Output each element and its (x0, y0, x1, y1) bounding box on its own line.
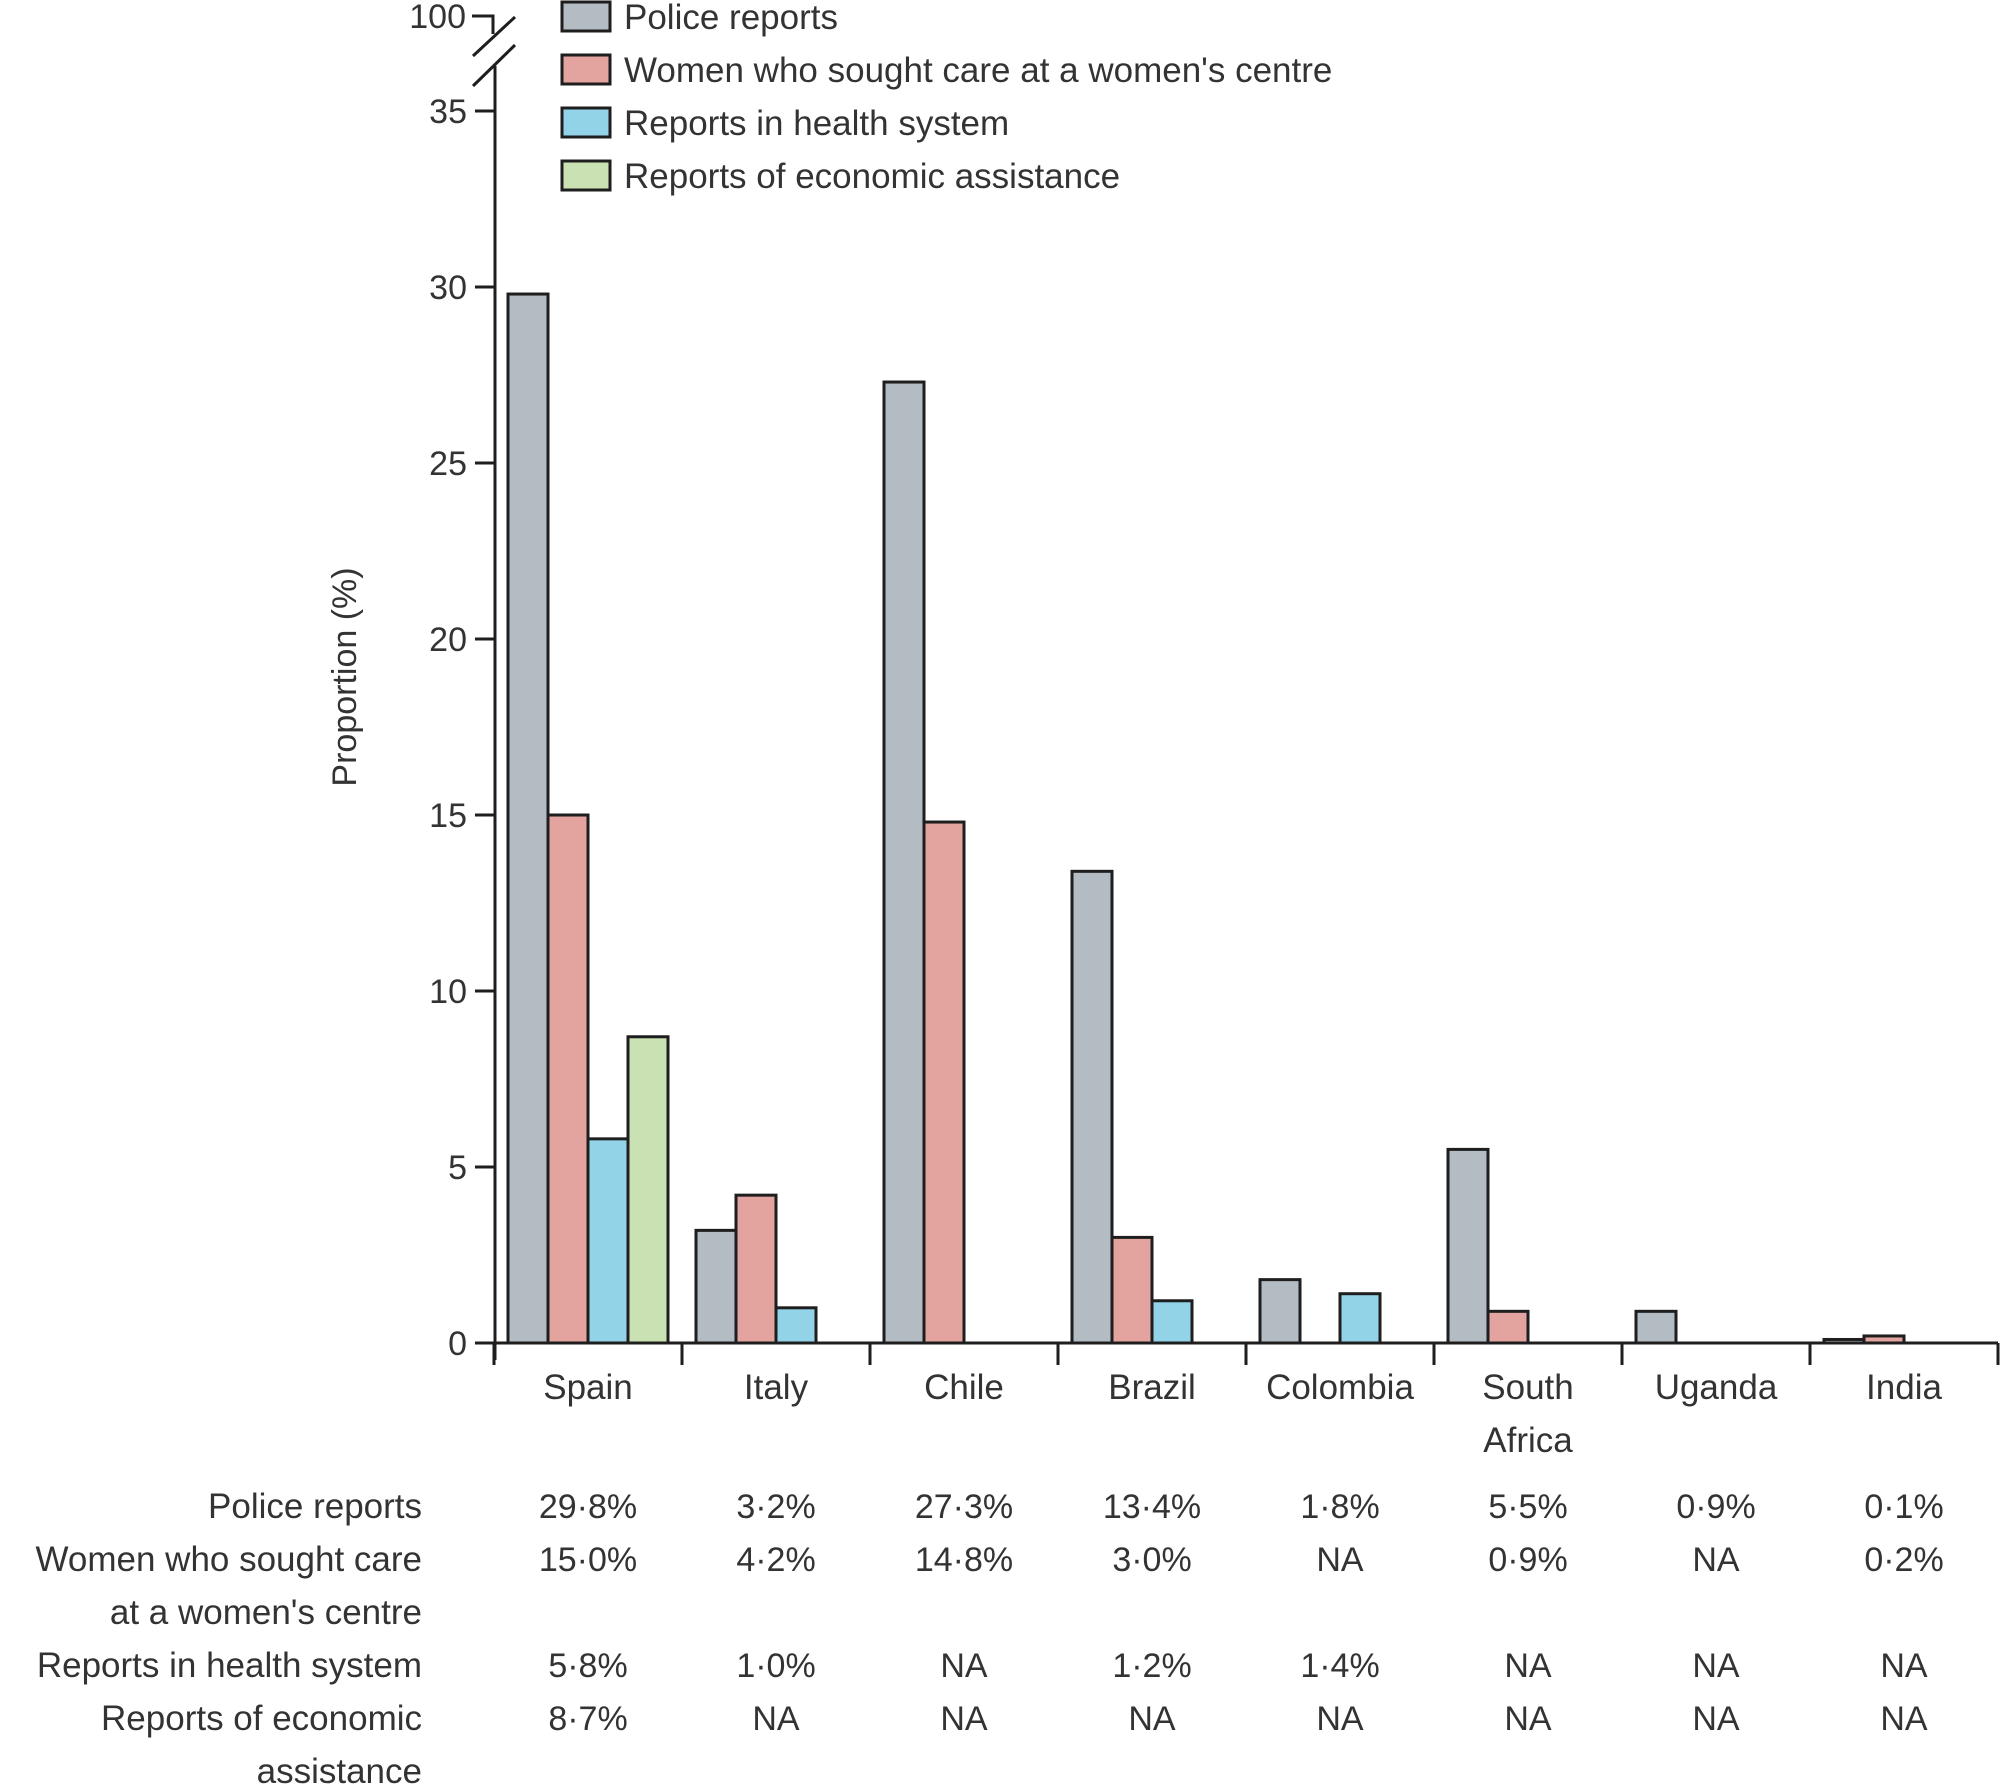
y-tick-label-35: 35 (429, 93, 467, 131)
bar-italy-series-2 (734, 1193, 778, 1345)
table-cell: 0·2% (1864, 1541, 1943, 1579)
table-cell: NA (940, 1700, 988, 1738)
table-cell: NA (1692, 1700, 1740, 1738)
legend-label-3: Reports in health system (624, 104, 1009, 143)
bar-south-africa-series-2 (1486, 1309, 1530, 1345)
table-row-label: Reports in health system (37, 1646, 422, 1685)
table-cell: 0·9% (1488, 1541, 1567, 1579)
bar-spain-series-1 (506, 292, 550, 1345)
table-cell: 0·1% (1864, 1488, 1943, 1526)
table-cell: NA (1316, 1700, 1364, 1738)
table-cell: NA (1692, 1647, 1740, 1685)
y-tick-label-0: 0 (448, 1325, 467, 1363)
table-cell: 3·2% (736, 1488, 815, 1526)
bar-uganda-series-1 (1634, 1309, 1678, 1345)
table-row-label: Police reports (208, 1487, 422, 1526)
x-ticks: Spain Italy Chile Brazil Colombia South Africa… (492, 1343, 2000, 1460)
bar-brazil-series-1 (1070, 869, 1114, 1345)
x-category-label: Brazil (1108, 1368, 1196, 1407)
x-category-label: Uganda (1655, 1368, 1778, 1407)
table-cell: 1·2% (1112, 1647, 1191, 1685)
table-row-label: Reports of economic (101, 1699, 422, 1738)
table-cell: 5·8% (548, 1647, 627, 1685)
table-cell: 8·7% (548, 1700, 627, 1738)
y-tick-label-25: 25 (429, 445, 467, 483)
axis-break-slash-upper (471, 15, 517, 58)
table-row-label: Women who sought care (35, 1540, 422, 1579)
bar-chile-series-2 (922, 820, 966, 1345)
bar-chile-series-1 (882, 380, 926, 1345)
table-row-label: at a women's centre (110, 1593, 422, 1632)
axes-layer: 10 0 (409, 0, 1998, 1360)
table-cell: 3·0% (1112, 1541, 1191, 1579)
table-cell: 15·0% (539, 1541, 637, 1579)
legend-swatch-3 (560, 106, 612, 139)
table-cell: NA (1880, 1647, 1928, 1685)
table-cell: 1·4% (1300, 1647, 1379, 1685)
y-tick-label-100: 100 (409, 0, 466, 36)
x-category-label: Chile (924, 1368, 1004, 1407)
table-cell: NA (1504, 1700, 1552, 1738)
table-cell: 1·8% (1300, 1488, 1379, 1526)
table-cell: NA (1316, 1541, 1364, 1579)
table-cell: NA (752, 1700, 800, 1738)
y-tick-label-20: 20 (429, 621, 467, 659)
axis-break-slash-lower (471, 43, 517, 88)
legend-label-1: Police reports (624, 0, 838, 37)
legend-swatch-4 (560, 159, 612, 192)
table-cell: NA (1504, 1647, 1552, 1685)
bar-brazil-series-2 (1110, 1235, 1154, 1345)
table-cell: 0·9% (1676, 1488, 1755, 1526)
x-category-label: South (1482, 1368, 1573, 1407)
bar-south-africa-series-1 (1446, 1147, 1490, 1345)
table-cell: NA (1880, 1700, 1928, 1738)
bar-spain-series-4 (626, 1035, 670, 1345)
table-cell: NA (1692, 1541, 1740, 1579)
table-cell: 29·8% (539, 1488, 637, 1526)
legend: Police reports Women who sought care at a… (560, 0, 1332, 196)
table-cell: 27·3% (915, 1488, 1013, 1526)
table-cell: 4·2% (736, 1541, 815, 1579)
legend-label-2: Women who sought care at a women's centr… (624, 51, 1332, 90)
legend-label-4: Reports of economic assistance (624, 157, 1120, 196)
y-tick-label-30: 30 (429, 269, 467, 307)
x-category-label: Africa (1483, 1421, 1573, 1460)
table-cell: 1·0% (736, 1647, 815, 1685)
x-category-label: India (1866, 1368, 1942, 1407)
table-cell: 5·5% (1488, 1488, 1567, 1526)
bar-spain-series-3 (586, 1137, 630, 1345)
y-tick-label-15: 15 (429, 797, 467, 835)
x-category-label: Spain (543, 1368, 633, 1407)
bar-spain-series-2 (546, 813, 590, 1345)
table-cell: NA (1128, 1700, 1176, 1738)
bar-brazil-series-3 (1150, 1299, 1194, 1345)
bar-italy-series-1 (694, 1228, 738, 1345)
bar-italy-series-3 (774, 1306, 818, 1345)
y-tick-label-10: 10 (429, 973, 467, 1011)
table-cell: 14·8% (915, 1541, 1013, 1579)
axis-break-top-tick (472, 14, 495, 34)
y-tick-label-5: 5 (448, 1149, 467, 1187)
bar-colombia-series-3 (1338, 1292, 1382, 1345)
table-cell: NA (940, 1647, 988, 1685)
table-cell: 13·4% (1103, 1488, 1201, 1526)
table-row-label: assistance (257, 1752, 422, 1786)
data-table: Police reports 29·8% 3·2% 27·3% 13·4% 1·8% 5·5… (35, 1487, 1943, 1786)
x-category-label: Colombia (1266, 1368, 1414, 1407)
legend-swatch-1 (560, 0, 612, 33)
x-category-label: Italy (744, 1368, 809, 1407)
y-ticks: 0 5 10 15 20 25 30 35 (429, 93, 495, 1363)
y-axis-label: Proportion (%) (326, 567, 364, 786)
legend-swatch-2 (560, 53, 612, 86)
bars-layer (506, 292, 1906, 1345)
bar-colombia-series-1 (1258, 1278, 1302, 1345)
